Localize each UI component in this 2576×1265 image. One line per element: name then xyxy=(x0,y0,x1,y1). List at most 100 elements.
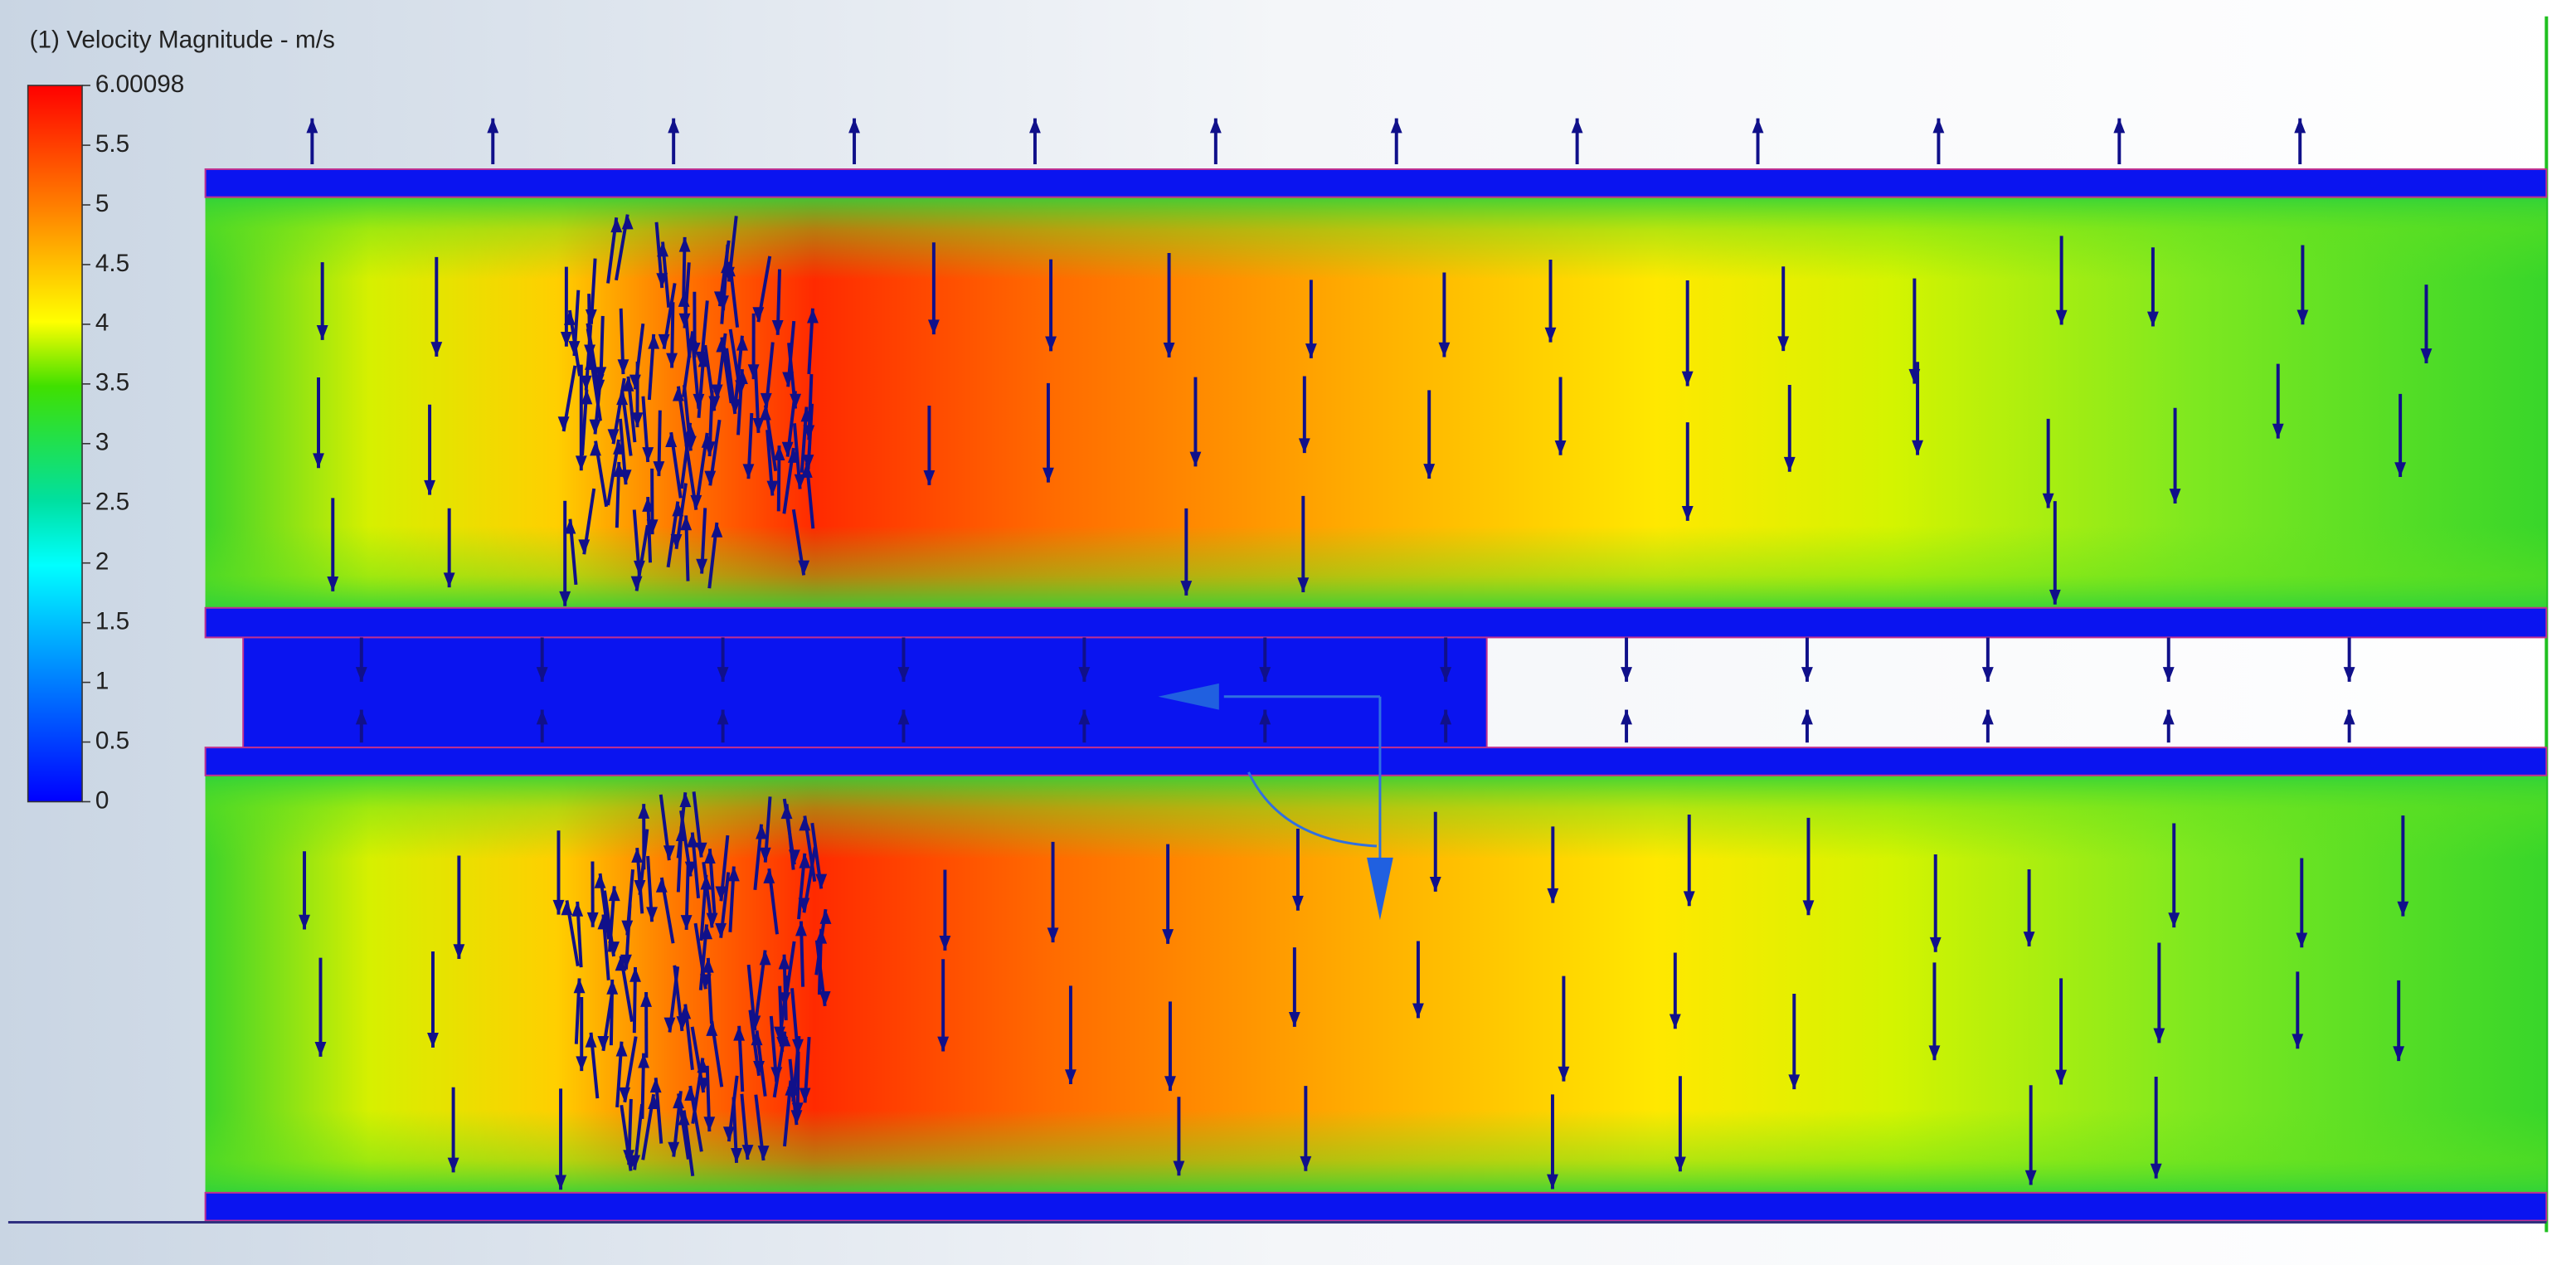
vector-head xyxy=(1928,1045,1941,1061)
vector-head xyxy=(733,1025,746,1041)
vector-head xyxy=(680,515,693,531)
vector-arrows xyxy=(299,118,2433,1190)
vector-head xyxy=(1681,371,1694,387)
vector-head xyxy=(1297,577,1310,593)
tick-label: 3.5 xyxy=(95,369,129,397)
vector-head xyxy=(1544,327,1557,343)
vector-head xyxy=(557,416,570,432)
vector-head xyxy=(2297,309,2309,325)
vector-head xyxy=(778,954,790,970)
vector-head xyxy=(617,359,629,375)
vector-head xyxy=(663,845,675,861)
wall xyxy=(204,1191,2548,1222)
vector-head xyxy=(897,667,910,682)
vector-head xyxy=(1621,667,1632,682)
vector-head xyxy=(655,877,668,893)
vector-head xyxy=(1802,900,1815,916)
vector-head xyxy=(622,376,634,392)
vector-head xyxy=(672,386,684,401)
vector-head xyxy=(1440,667,1452,682)
vector-head xyxy=(559,591,571,606)
vector-head xyxy=(760,392,772,408)
tick-label: 1 xyxy=(95,667,109,694)
vector-head xyxy=(610,217,623,233)
vector-head xyxy=(657,241,668,257)
vector-head xyxy=(679,1004,692,1019)
wall xyxy=(204,606,2548,639)
vector-head xyxy=(1423,464,1436,479)
tick-label: 4 xyxy=(95,309,109,337)
vector-head xyxy=(766,480,779,496)
vector-head xyxy=(314,1042,327,1057)
vector-head xyxy=(424,479,435,495)
vector-head xyxy=(702,957,714,973)
vector-head xyxy=(688,343,701,358)
vector-head xyxy=(590,440,601,456)
vector-head xyxy=(447,1157,459,1173)
vector-head xyxy=(1788,1074,1801,1090)
vector-head xyxy=(735,380,747,396)
tick-label: 5 xyxy=(95,190,109,217)
vector-head xyxy=(453,944,465,960)
vector-head xyxy=(731,1148,742,1163)
direction-arrow xyxy=(1158,683,1219,710)
vector-head xyxy=(759,405,771,421)
vector-head xyxy=(759,950,771,966)
vector-head xyxy=(597,1035,610,1051)
vector-head xyxy=(2024,1170,2037,1185)
vector-head xyxy=(676,1016,688,1031)
vector-head xyxy=(1981,709,1994,725)
vector-head xyxy=(1173,1160,1185,1176)
vector-head xyxy=(680,915,693,930)
vector-head xyxy=(779,1031,791,1047)
vector-head xyxy=(608,886,620,902)
vector-head xyxy=(536,667,548,682)
vector-head xyxy=(2049,589,2061,605)
vector-head xyxy=(561,900,573,916)
direction-guide xyxy=(1223,695,1382,871)
tick-label: 2.5 xyxy=(95,489,129,516)
vector-head xyxy=(2023,932,2035,946)
vector-head xyxy=(1163,342,1175,358)
vector-head xyxy=(575,455,587,471)
vector-head xyxy=(2153,1028,2165,1044)
color-legend: (1) Velocity Magnitude - m/s 6.00098 5.5 5… xyxy=(27,26,335,814)
vector-head xyxy=(1305,343,1317,358)
vector-head xyxy=(1932,118,1945,134)
legend-title: (1) Velocity Magnitude - m/s xyxy=(30,26,335,53)
vector-head xyxy=(2169,489,2181,504)
vector-head xyxy=(1029,118,1041,134)
vector-head xyxy=(2343,709,2355,725)
vector-head xyxy=(695,351,707,367)
vector-head xyxy=(2294,118,2306,134)
vector-head xyxy=(723,266,735,282)
vector-head xyxy=(717,667,729,682)
vector-head xyxy=(715,886,727,902)
vector-head xyxy=(779,992,791,1008)
vector-head xyxy=(648,333,660,349)
vector-head xyxy=(2343,667,2355,682)
vector-head xyxy=(563,310,576,325)
vector-head xyxy=(1752,118,1764,134)
vector-head xyxy=(678,292,690,307)
vector-head xyxy=(2055,309,2068,325)
vector-head xyxy=(1164,1076,1176,1092)
vector-head xyxy=(1291,895,1304,911)
vector-head xyxy=(638,1053,650,1068)
vector-head xyxy=(799,853,811,868)
vector-head xyxy=(613,439,625,455)
vector-head xyxy=(658,333,670,349)
vector-head xyxy=(679,792,692,808)
vector-head xyxy=(630,576,643,591)
tick-label: 1.5 xyxy=(95,607,129,635)
vector-head xyxy=(695,842,707,858)
vector-head xyxy=(585,355,596,370)
vector-head xyxy=(666,353,678,368)
vector-head xyxy=(700,874,712,890)
vector-head xyxy=(327,577,339,591)
vector-head xyxy=(706,912,718,928)
vector-head xyxy=(848,118,860,134)
vector-head xyxy=(581,389,593,405)
vector-head xyxy=(616,390,629,406)
